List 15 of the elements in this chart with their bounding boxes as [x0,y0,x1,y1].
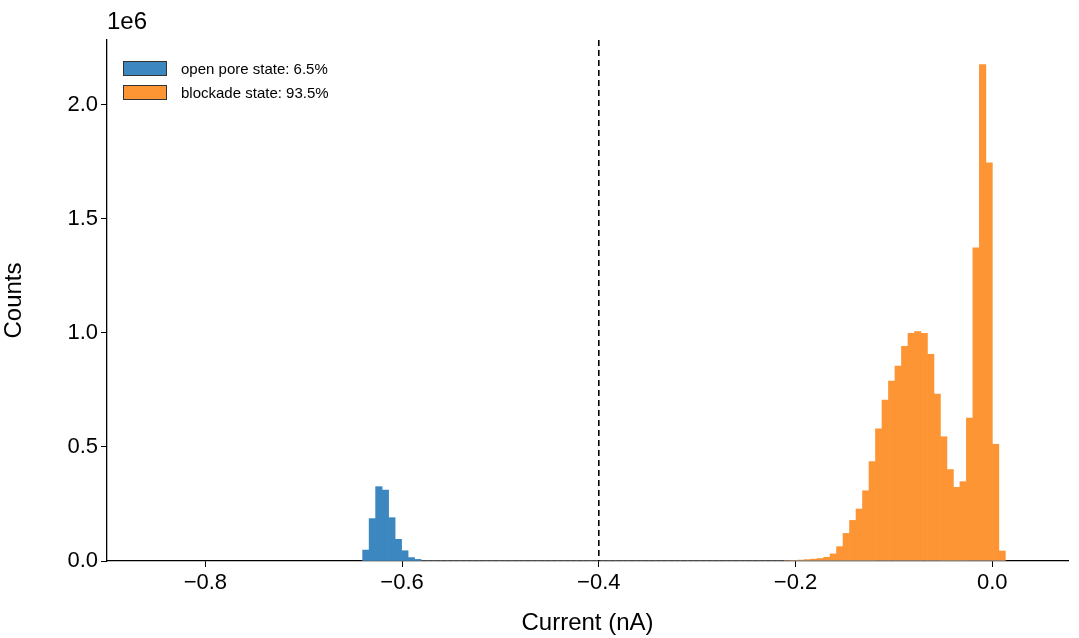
y-tick-label: 1.0 [67,319,98,345]
legend-label: blockade state: 93.5% [181,83,329,101]
legend-label: open pore state: 6.5% [181,59,328,77]
y-tick-label: 2.0 [67,91,98,117]
y-tick-label: 0.0 [67,547,98,573]
x-tick-label: −0.2 [773,569,818,595]
y-tick-label: 0.5 [67,433,98,459]
x-tick-label: −0.6 [380,569,424,595]
x-tick-label: −0.8 [183,569,228,595]
x-axis-title: Current (nA) [521,608,654,636]
x-tick-label: −0.4 [577,569,621,595]
y-tick-label: 1.5 [67,205,98,231]
text: 1e6 [107,6,148,34]
y-axis-title: Counts [0,262,27,339]
x-tick-label: 0.0 [976,569,1008,595]
